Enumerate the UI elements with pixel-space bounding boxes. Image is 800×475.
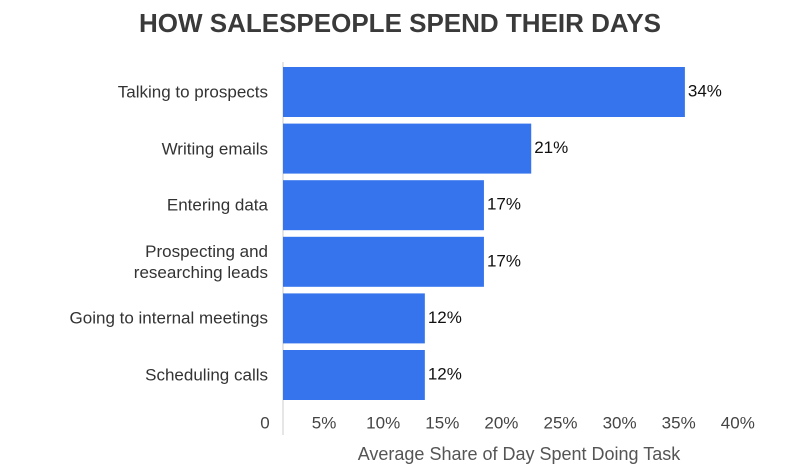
x-tick-label: 20% <box>484 413 518 432</box>
x-tick-label: 30% <box>603 413 637 432</box>
bar <box>283 350 425 400</box>
category-label: Scheduling calls <box>145 365 268 385</box>
value-label: 21% <box>534 138 568 157</box>
x-tick-label: 10% <box>366 413 400 432</box>
x-axis-title: Average Share of Day Spent Doing Task <box>358 444 682 464</box>
x-tick-label: 40% <box>721 413 755 432</box>
category-label: Prospecting and researching leads <box>133 241 268 282</box>
chart-title: HOW SALESPEOPLE SPEND THEIR DAYS <box>139 8 661 38</box>
x-tick-label: 25% <box>543 413 577 432</box>
bar <box>283 236 484 287</box>
bar <box>283 67 685 117</box>
x-tick-label: 5% <box>312 413 337 432</box>
category-label: Talking to prospects <box>117 82 268 102</box>
bar <box>283 180 484 231</box>
category-label: Going to internal meetings <box>69 308 268 328</box>
bar <box>283 123 532 174</box>
x-tick-label: 35% <box>662 413 696 432</box>
category-label: Writing emails <box>161 139 268 159</box>
value-label: 12% <box>428 308 462 327</box>
value-label: 34% <box>688 81 722 100</box>
x-tick-label: 15% <box>425 413 459 432</box>
bar <box>283 293 425 344</box>
value-label: 17% <box>487 195 521 214</box>
value-label: 12% <box>428 364 462 383</box>
category-label: Entering data <box>166 195 268 215</box>
x-tick-label: 0 <box>260 413 269 432</box>
value-label: 17% <box>487 251 521 270</box>
